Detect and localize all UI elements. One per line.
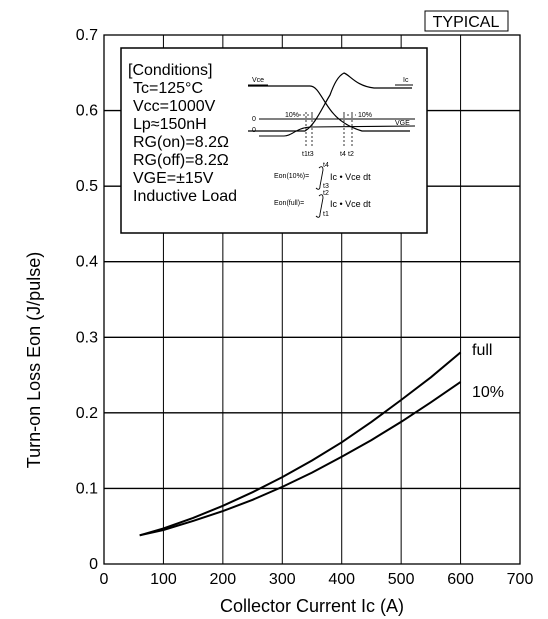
- eonfull-integral: [315, 194, 324, 218]
- y-tick-labels: 0 0.1 0.2 0.3 0.4 0.5 0.6 0.7: [76, 27, 98, 573]
- inset-t1t3: t1t3: [302, 151, 314, 158]
- condition-lp: Lp≈150nH: [133, 116, 207, 133]
- eon10-lower: t3: [323, 183, 329, 190]
- series-label-full: full: [472, 342, 492, 359]
- eonfull-upper: t2: [323, 190, 329, 197]
- x-tick-label: 400: [328, 571, 355, 588]
- y-tick-label: 0.7: [76, 27, 98, 44]
- condition-vcc: Vcc=1000V: [133, 98, 216, 115]
- condition-load: Inductive Load: [133, 188, 237, 205]
- eonfull-integrand: Ic • Vce dt: [330, 199, 371, 209]
- x-axis-label: Collector Current Ic (A): [220, 596, 404, 616]
- typical-badge-box: [424, 10, 509, 32]
- inset-vce-label: Vce: [252, 77, 264, 84]
- x-tick-label: 700: [507, 571, 534, 588]
- x-tick-label: 300: [269, 571, 296, 588]
- conditions-inset: [Conditions] Tc=125°C Vcc=1000V Lp≈150nH…: [120, 47, 428, 234]
- y-tick-label: 0.4: [76, 254, 98, 271]
- series-label-10pct: 10%: [472, 384, 504, 401]
- eon10-integral: [315, 166, 324, 190]
- y-axis-label: Turn-on Loss Eon (J/pulse): [24, 252, 44, 468]
- inset-ic-label: Ic: [403, 77, 409, 84]
- x-tick-label: 200: [210, 571, 237, 588]
- series-line-full: [139, 351, 462, 537]
- plot-frame: [103, 34, 521, 565]
- inset-t2: t2: [348, 151, 354, 158]
- conditions-box: [120, 47, 428, 234]
- inset-t4: t4: [340, 151, 346, 158]
- y-tick-label: 0.6: [76, 103, 98, 120]
- condition-rg-off: RG(off)=8.2Ω: [133, 152, 229, 169]
- condition-tc: Tc=125°C: [133, 80, 203, 97]
- condition-vge: VGE=±15V: [133, 170, 214, 187]
- y-tick-label: 0.2: [76, 405, 98, 422]
- conditions-title: [Conditions]: [128, 62, 213, 79]
- eonfull-lhs: Eon(full)=: [274, 200, 304, 207]
- eonfull-lower: t1: [323, 211, 329, 218]
- y-tick-label: 0.1: [76, 480, 98, 497]
- x-tick-labels: 0 100 200 300 400 500 600 700: [100, 571, 534, 588]
- eon10-integrand: Ic • Vce dt: [330, 172, 371, 182]
- inset-zero-2: 0: [252, 127, 256, 134]
- condition-rg-on: RG(on)=8.2Ω: [133, 134, 229, 151]
- eon10-upper: t4: [323, 162, 329, 169]
- inset-pct-left: 10%: [285, 112, 299, 119]
- x-tick-label: 500: [388, 571, 415, 588]
- y-tick-label: 0.5: [76, 178, 98, 195]
- y-tick-label: 0: [89, 556, 98, 573]
- inset-vge-label: VGE: [395, 120, 410, 127]
- series-line-10pct: [139, 381, 462, 537]
- inset-pct-right: 10%: [358, 112, 372, 119]
- x-tick-label: 600: [447, 571, 474, 588]
- x-tick-label: 0: [100, 571, 109, 588]
- typical-badge: TYPICAL: [433, 14, 500, 31]
- eon10-lhs: Eon(10%)=: [274, 173, 309, 180]
- series-group: [139, 351, 462, 537]
- inset-zero-1: 0: [252, 116, 256, 123]
- y-tick-label: 0.3: [76, 329, 98, 346]
- inset-vce-curve: [248, 85, 410, 132]
- inset-vge-curve: [259, 125, 416, 137]
- x-tick-label: 100: [150, 571, 177, 588]
